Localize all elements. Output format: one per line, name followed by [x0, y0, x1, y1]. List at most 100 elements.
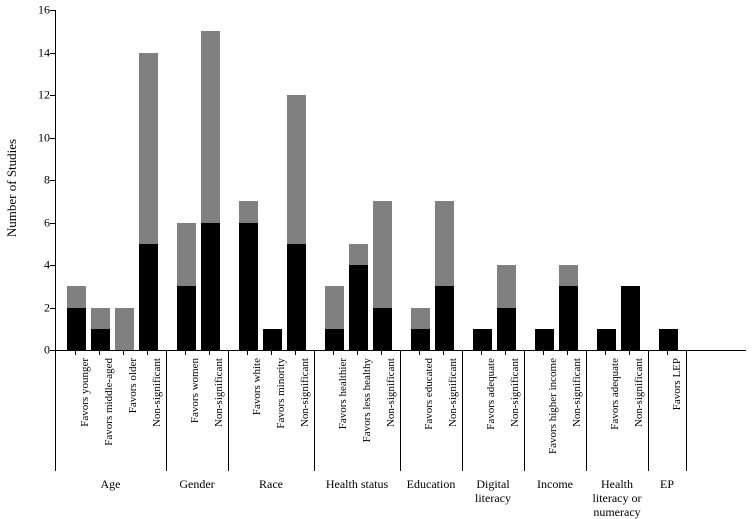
plot-area	[55, 10, 746, 351]
group-separator	[314, 350, 315, 471]
bar-segment-bottom	[239, 223, 258, 351]
bar-segment-bottom	[263, 329, 282, 350]
bar	[67, 10, 86, 350]
bar-segment-top	[177, 223, 196, 287]
x-bar-label: Favors women	[189, 358, 201, 423]
x-bar-label: Favors older	[127, 358, 139, 413]
x-bar-label: Non-significant	[385, 358, 397, 427]
bar-segment-bottom	[497, 308, 516, 351]
x-bar-label: Non-significant	[509, 358, 521, 427]
x-tick-mark	[99, 350, 100, 355]
x-tick-mark	[543, 350, 544, 355]
bar-segment-bottom	[559, 286, 578, 350]
y-tick-label: 8	[5, 173, 50, 188]
y-tick-mark	[50, 138, 55, 139]
group-label: EP	[648, 478, 686, 492]
bar	[373, 10, 392, 350]
bar-segment-top	[139, 53, 158, 244]
group-label: Race	[228, 478, 314, 492]
bar	[597, 10, 616, 350]
x-bar-label: Favors middle-aged	[103, 358, 115, 446]
bar-segment-top	[349, 244, 368, 265]
x-tick-mark	[185, 350, 186, 355]
x-bar-label: Favors healthier	[337, 358, 349, 429]
y-tick-label: 0	[5, 343, 50, 358]
y-tick-label: 2	[5, 300, 50, 315]
bar	[239, 10, 258, 350]
group-separator	[524, 350, 525, 471]
y-tick-mark	[50, 95, 55, 96]
x-tick-mark	[505, 350, 506, 355]
x-bar-label: Favors LEP	[671, 358, 683, 410]
y-tick-label: 12	[5, 88, 50, 103]
x-tick-mark	[357, 350, 358, 355]
bar-segment-bottom	[621, 286, 640, 350]
bar-segment-top	[239, 201, 258, 222]
bar	[473, 10, 492, 350]
bar-segment-top	[115, 308, 134, 351]
bar	[325, 10, 344, 350]
group-separator	[400, 350, 401, 471]
x-tick-mark	[567, 350, 568, 355]
y-tick-label: 4	[5, 258, 50, 273]
bar-segment-bottom	[597, 329, 616, 350]
bar-segment-top	[287, 95, 306, 244]
group-label: Digital literacy	[462, 478, 524, 506]
x-tick-mark	[605, 350, 606, 355]
y-tick-mark	[50, 10, 55, 11]
bar	[559, 10, 578, 350]
bar	[263, 10, 282, 350]
bar-segment-bottom	[91, 329, 110, 350]
bar	[621, 10, 640, 350]
bar	[287, 10, 306, 350]
bar	[497, 10, 516, 350]
bar-segment-bottom	[177, 286, 196, 350]
group-separator	[166, 350, 167, 471]
bar	[91, 10, 110, 350]
bar-segment-bottom	[287, 244, 306, 350]
x-bar-label: Favors younger	[79, 358, 91, 427]
x-tick-mark	[147, 350, 148, 355]
group-label: Health literacy or numeracy	[586, 478, 648, 519]
x-bar-label: Favors higher income	[547, 358, 559, 454]
bar-segment-bottom	[201, 223, 220, 351]
bar-segment-bottom	[325, 329, 344, 350]
x-bar-label: Favors white	[251, 358, 263, 415]
bar-segment-bottom	[659, 329, 678, 350]
y-tick-label: 16	[5, 3, 50, 18]
x-bar-label: Favors adequate	[609, 358, 621, 430]
x-tick-mark	[271, 350, 272, 355]
bar-segment-bottom	[411, 329, 430, 350]
x-bar-label: Non-significant	[151, 358, 163, 427]
group-label: Education	[400, 478, 462, 492]
x-tick-mark	[295, 350, 296, 355]
x-tick-mark	[123, 350, 124, 355]
bar	[115, 10, 134, 350]
bar	[177, 10, 196, 350]
bar-segment-bottom	[535, 329, 554, 350]
x-bar-label: Favors less healthy	[361, 358, 373, 442]
bar-segment-bottom	[67, 308, 86, 351]
x-tick-mark	[481, 350, 482, 355]
bar-segment-bottom	[435, 286, 454, 350]
group-label: Health status	[314, 478, 400, 492]
bar-segment-top	[325, 286, 344, 329]
x-tick-mark	[209, 350, 210, 355]
bar-segment-top	[497, 265, 516, 308]
bar-segment-bottom	[139, 244, 158, 350]
y-tick-mark	[50, 308, 55, 309]
bar-segment-bottom	[349, 265, 368, 350]
x-tick-mark	[381, 350, 382, 355]
bar-segment-bottom	[473, 329, 492, 350]
x-bar-label: Favors minority	[275, 358, 287, 429]
bar-segment-top	[559, 265, 578, 286]
x-tick-mark	[667, 350, 668, 355]
group-separator	[648, 350, 649, 471]
bar	[411, 10, 430, 350]
bar-segment-top	[201, 31, 220, 222]
x-tick-mark	[629, 350, 630, 355]
x-bar-label: Non-significant	[571, 358, 583, 427]
bar-segment-top	[411, 308, 430, 329]
x-bar-label: Non-significant	[633, 358, 645, 427]
group-label: Age	[55, 478, 166, 492]
